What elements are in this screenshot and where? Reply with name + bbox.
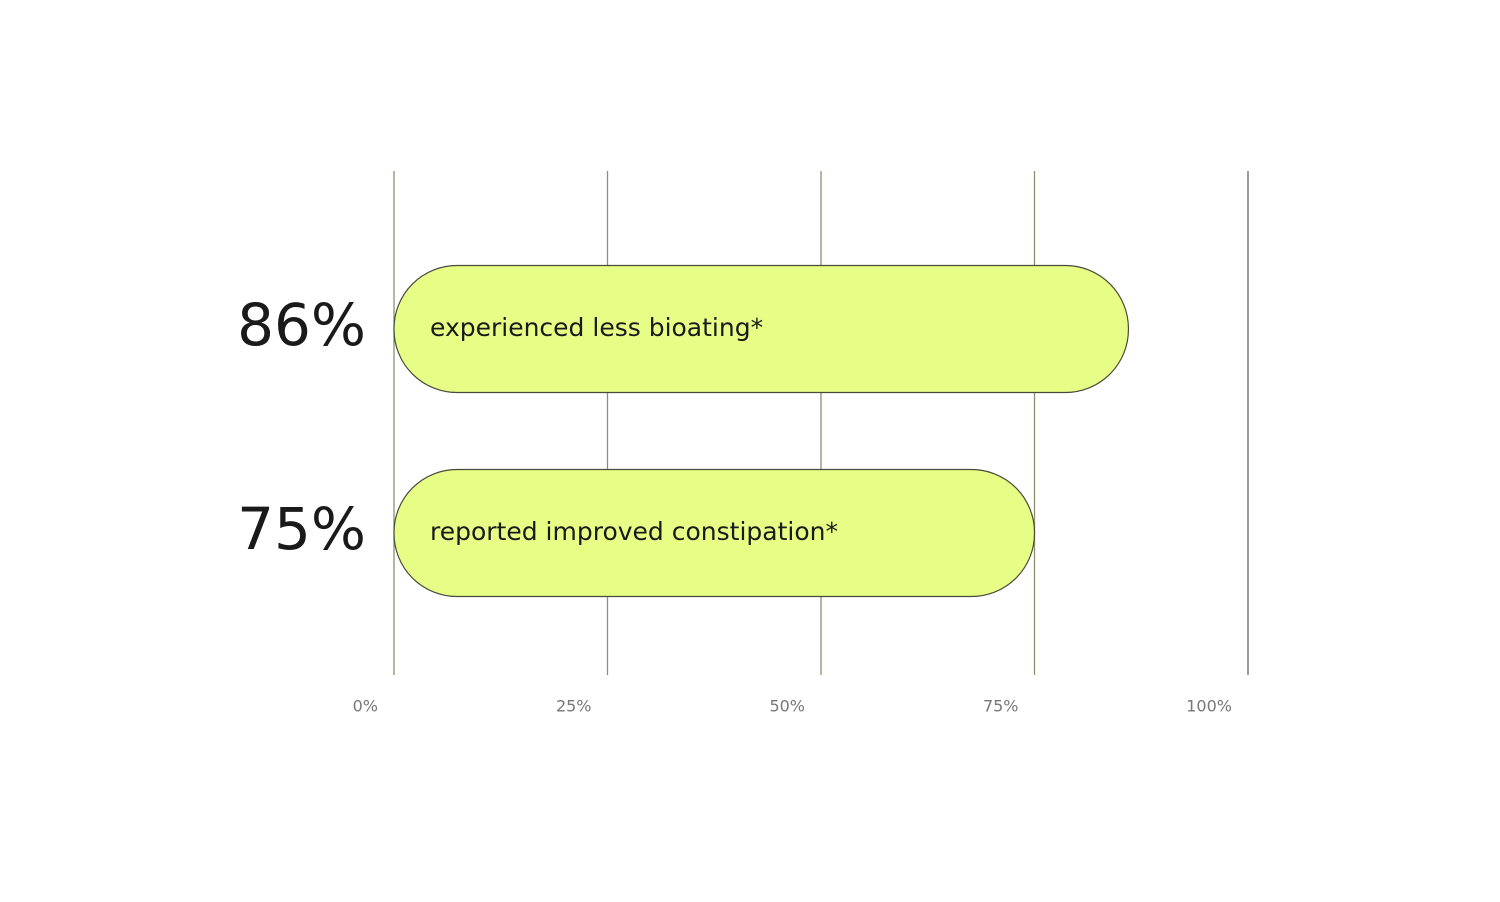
bar [393,468,1036,598]
value-label: 75% [237,495,366,563]
x-tick-label: 0% [353,697,378,716]
x-tick-label: 50% [769,697,805,716]
value-label: 86% [237,291,366,359]
x-tick-label: 100% [1186,697,1232,716]
category-label: reported improved constipation* [430,517,838,546]
x-tick-label: 75% [983,697,1019,716]
category-label: experienced less bioating* [430,313,763,342]
bar [393,264,1130,394]
x-tick-label: 25% [556,697,592,716]
